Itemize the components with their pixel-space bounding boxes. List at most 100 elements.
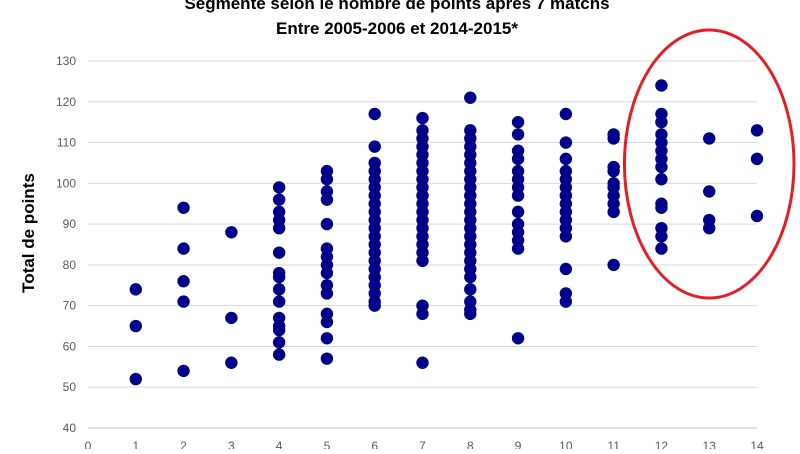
x-tick-label: 13 [703, 439, 717, 449]
data-point [464, 270, 477, 284]
data-point [464, 91, 477, 104]
data-point [225, 311, 238, 325]
data-point [559, 136, 573, 149]
x-tick-label: 9 [515, 439, 522, 449]
highlight-ellipse [622, 28, 796, 300]
data-point [559, 295, 573, 308]
data-point [320, 266, 334, 280]
data-point [177, 364, 190, 378]
data-point [559, 262, 573, 276]
y-tick-label: 80 [63, 258, 77, 272]
data-point [703, 221, 716, 235]
data-point [607, 258, 620, 272]
data-point [655, 115, 668, 129]
data-point [416, 307, 429, 321]
data-point [607, 205, 620, 219]
data-point [655, 173, 668, 186]
data-point [225, 356, 238, 369]
y-tick-label: 100 [56, 176, 76, 190]
x-tick-label: 12 [655, 439, 669, 449]
data-point [655, 79, 668, 92]
data-point [368, 107, 381, 121]
x-tick-label: 0 [85, 439, 92, 449]
data-point [511, 152, 525, 166]
data-point [655, 201, 668, 214]
x-tick-label: 4 [276, 439, 283, 449]
data-point [607, 164, 620, 178]
data-point [272, 283, 286, 296]
y-tick-label: 70 [63, 299, 77, 313]
x-tick-label: 3 [228, 439, 235, 449]
chart-title-line-2: Entre 2005-2006 et 2014-2015* [276, 19, 518, 38]
data-point [272, 181, 286, 194]
x-tick-label: 1 [132, 439, 139, 449]
x-tick-label: 7 [419, 439, 426, 449]
data-point [368, 140, 381, 153]
data-point [177, 201, 190, 214]
x-tick-label: 5 [324, 439, 331, 449]
data-point [416, 254, 429, 268]
y-tick-label: 50 [63, 380, 77, 394]
data-point [272, 246, 286, 259]
data-point [129, 319, 142, 333]
data-point [559, 152, 573, 166]
data-point [559, 230, 573, 243]
data-point [272, 221, 286, 235]
data-point [559, 107, 573, 121]
data-point [320, 287, 334, 300]
data-point [464, 283, 477, 296]
data-point [225, 226, 238, 239]
data-point [703, 185, 716, 198]
y-tick-label: 40 [63, 421, 77, 435]
data-point [416, 356, 429, 369]
data-point [655, 160, 668, 174]
x-tick-label: 8 [467, 439, 474, 449]
data-point [511, 242, 525, 255]
data-point [511, 115, 525, 129]
data-point [272, 348, 286, 361]
data-point [320, 193, 334, 206]
data-point [703, 132, 716, 145]
y-tick-label: 120 [56, 95, 76, 109]
data-point [750, 209, 764, 223]
y-tick-label: 60 [63, 339, 77, 353]
data-point [320, 352, 334, 365]
y-tick-label: 110 [57, 136, 76, 150]
x-tick-label: 10 [559, 439, 573, 449]
data-point [177, 242, 190, 255]
data-point [320, 217, 334, 231]
data-point [177, 295, 190, 308]
y-axis-label: Total de points [19, 173, 38, 293]
data-point [750, 124, 764, 137]
x-tick-label: 11 [607, 439, 620, 449]
data-point [272, 270, 286, 284]
data-point [511, 332, 525, 345]
data-point [320, 315, 334, 329]
x-tick-label: 6 [371, 439, 378, 449]
data-point [655, 242, 668, 255]
data-point [129, 372, 142, 386]
highlight-annotation [622, 28, 796, 300]
chart-title-line-1: Segmenté selon le nombre de points après… [184, 0, 609, 13]
data-point [177, 275, 190, 288]
data-point [320, 173, 334, 186]
x-tick-label: 2 [180, 439, 187, 449]
y-tick-label: 90 [63, 217, 77, 231]
data-point [129, 283, 142, 296]
data-point [272, 193, 286, 206]
data-point [272, 295, 286, 308]
data-point [511, 189, 525, 202]
data-point [272, 323, 286, 337]
x-tick-label: 14 [750, 439, 764, 449]
data-point [607, 132, 620, 145]
data-point [655, 230, 668, 243]
y-tick-label: 130 [56, 54, 76, 68]
data-point [750, 152, 764, 166]
data-point [416, 111, 429, 125]
data-point [320, 332, 334, 345]
data-point [511, 128, 525, 141]
data-points [129, 79, 764, 386]
data-point [511, 205, 525, 219]
